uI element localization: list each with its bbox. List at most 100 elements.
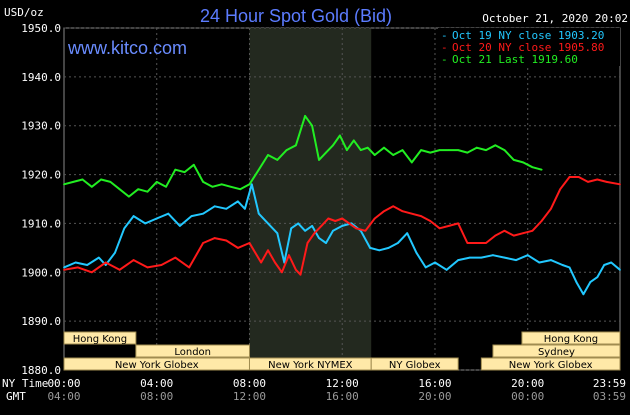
data-point [475, 146, 478, 149]
legend-item-oct21: Oct 21 Last 1919.60 [452, 53, 578, 66]
data-point [225, 207, 228, 210]
data-point [503, 229, 506, 232]
data-point [155, 181, 158, 183]
data-point [81, 178, 84, 181]
data-point [144, 222, 147, 225]
data-point [341, 217, 344, 220]
nymex-shaded-region [249, 28, 372, 370]
data-point [190, 215, 193, 218]
market-sessions: Hong Kong London New York Globex New York N… [63, 331, 621, 371]
data-point [366, 146, 369, 149]
data-point [589, 281, 592, 283]
data-point [174, 168, 177, 171]
data-point [104, 264, 107, 266]
session-label: New York Globex [115, 360, 199, 371]
data-point [160, 264, 163, 266]
x-tick-ny: 12:00 [326, 377, 359, 390]
data-point [311, 124, 313, 127]
data-point [332, 229, 334, 232]
data-point [341, 224, 344, 227]
data-point [297, 222, 300, 225]
data-point [213, 237, 216, 239]
series-layer [63, 114, 621, 296]
grid-lines [64, 27, 620, 371]
series-line-1 [63, 176, 621, 276]
legend-marker-oct19: - [441, 29, 448, 42]
x-tick-gmt: 20:00 [418, 390, 451, 403]
data-point [447, 149, 450, 152]
data-point [294, 144, 297, 147]
data-point [339, 134, 341, 137]
data-point [123, 227, 126, 230]
data-point [355, 227, 358, 230]
data-point [304, 115, 307, 117]
data-point [378, 249, 381, 252]
data-point [559, 188, 562, 191]
data-point [220, 183, 223, 186]
series-line-0 [63, 183, 621, 296]
data-point [137, 188, 140, 191]
data-point [318, 159, 320, 161]
legend-marker-oct20: - [441, 41, 448, 54]
data-point [257, 212, 260, 215]
data-point [267, 249, 269, 252]
data-point [236, 200, 239, 203]
data-point [288, 254, 290, 257]
data-point [285, 149, 288, 152]
data-point [415, 251, 418, 254]
data-point [311, 224, 313, 227]
y-tick-label: 1920.0 [21, 169, 61, 182]
data-point [466, 242, 469, 244]
data-point [114, 251, 116, 254]
data-point [174, 256, 177, 259]
data-point [260, 261, 262, 264]
data-point [63, 183, 65, 186]
data-point [267, 222, 269, 225]
session-bar [135, 344, 250, 358]
data-point [97, 256, 100, 259]
data-point [582, 293, 585, 296]
data-point [202, 242, 205, 244]
data-point [276, 232, 279, 235]
data-point [332, 144, 334, 147]
data-point [63, 268, 65, 271]
data-point [383, 210, 385, 213]
data-point [494, 234, 497, 237]
data-point [373, 217, 376, 220]
data-point [104, 261, 107, 264]
data-point [619, 183, 621, 186]
data-point [577, 176, 580, 178]
data-point [86, 264, 89, 266]
data-point [230, 185, 232, 188]
session-label: London [174, 347, 211, 358]
y-tick-label: 1910.0 [21, 217, 61, 230]
data-point [383, 146, 385, 149]
data-point [369, 246, 371, 249]
x-tick-gmt: 04:00 [47, 390, 80, 403]
x-axis-ticks: 00:0004:0004:0008:0008:0012:0012:0016:00… [47, 377, 626, 403]
data-point [77, 266, 79, 269]
data-point [457, 222, 460, 225]
data-point [550, 259, 552, 261]
data-point [373, 154, 376, 156]
data-point [211, 185, 214, 188]
session-label: Hong Kong [73, 334, 127, 345]
session-label: New York Globex [509, 360, 593, 371]
session-bar [63, 331, 137, 345]
y-tick-label: 1950.0 [21, 22, 61, 35]
session-label: New York NYMEX [268, 360, 353, 371]
data-point [274, 261, 276, 264]
data-point [401, 149, 404, 152]
data-point [299, 273, 302, 276]
data-point [512, 159, 515, 161]
data-point [457, 149, 460, 152]
data-point [475, 242, 478, 244]
chart-title: 24 Hour Spot Gold (Bid) [200, 6, 392, 26]
data-point [248, 183, 251, 186]
data-point [420, 149, 422, 152]
timestamp: October 21, 2020 20:02 [482, 12, 628, 25]
data-point [424, 266, 427, 269]
x-tick-ny: 16:00 [418, 377, 451, 390]
data-point [248, 242, 251, 244]
x-tick-gmt: 08:00 [140, 390, 173, 403]
